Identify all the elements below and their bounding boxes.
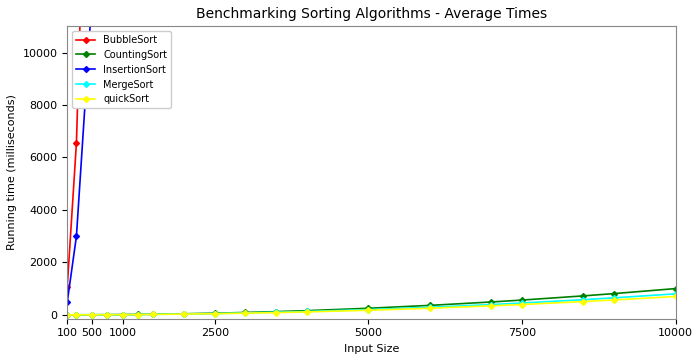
MergeSort xyxy=(671,292,680,296)
Line: BubbleSort: BubbleSort xyxy=(65,0,678,290)
Line: CountingSort: CountingSort xyxy=(65,287,678,317)
CountingSort xyxy=(241,310,250,315)
MergeSort xyxy=(149,312,158,317)
CountingSort xyxy=(302,308,311,313)
Legend: BubbleSort, CountingSort, InsertionSort, MergeSort, quickSort: BubbleSort, CountingSort, InsertionSort,… xyxy=(72,31,171,108)
CountingSort xyxy=(579,294,587,298)
MergeSort xyxy=(272,310,280,314)
MergeSort xyxy=(487,303,496,307)
MergeSort xyxy=(579,297,587,302)
MergeSort xyxy=(364,308,372,312)
MergeSort xyxy=(518,301,526,305)
CountingSort xyxy=(63,313,71,317)
quickSort xyxy=(211,312,219,316)
CountingSort xyxy=(671,286,680,291)
CountingSort xyxy=(118,312,127,317)
quickSort xyxy=(610,298,618,302)
CountingSort xyxy=(149,312,158,316)
quickSort xyxy=(579,299,587,304)
quickSort xyxy=(272,310,280,315)
CountingSort xyxy=(487,300,496,304)
quickSort xyxy=(63,313,71,317)
MergeSort xyxy=(211,311,219,316)
quickSort xyxy=(487,304,496,308)
MergeSort xyxy=(180,312,188,316)
Line: MergeSort: MergeSort xyxy=(65,292,678,317)
quickSort xyxy=(364,308,372,312)
CountingSort xyxy=(272,309,280,314)
MergeSort xyxy=(103,313,111,317)
MergeSort xyxy=(63,313,71,317)
CountingSort xyxy=(364,306,372,310)
MergeSort xyxy=(302,309,311,314)
MergeSort xyxy=(241,311,250,315)
CountingSort xyxy=(518,298,526,302)
MergeSort xyxy=(610,296,618,300)
Title: Benchmarking Sorting Algorithms - Average Times: Benchmarking Sorting Algorithms - Averag… xyxy=(196,7,547,21)
CountingSort xyxy=(134,312,142,317)
quickSort xyxy=(118,313,127,317)
BubbleSort xyxy=(63,285,71,290)
CountingSort xyxy=(610,291,618,296)
MergeSort xyxy=(134,312,142,317)
CountingSort xyxy=(72,313,80,317)
MergeSort xyxy=(426,305,434,309)
quickSort xyxy=(180,312,188,316)
InsertionSort xyxy=(72,234,80,238)
Y-axis label: Running time (milliseconds): Running time (milliseconds) xyxy=(7,95,17,251)
quickSort xyxy=(134,312,142,317)
MergeSort xyxy=(118,313,127,317)
BubbleSort xyxy=(72,140,80,145)
InsertionSort xyxy=(88,0,96,2)
quickSort xyxy=(671,294,680,299)
MergeSort xyxy=(88,313,96,317)
MergeSort xyxy=(72,313,80,317)
CountingSort xyxy=(180,312,188,316)
CountingSort xyxy=(211,311,219,316)
InsertionSort xyxy=(63,300,71,304)
Line: quickSort: quickSort xyxy=(65,294,678,317)
quickSort xyxy=(103,313,111,317)
quickSort xyxy=(72,313,80,317)
CountingSort xyxy=(88,313,96,317)
quickSort xyxy=(426,306,434,310)
quickSort xyxy=(241,311,250,316)
X-axis label: Input Size: Input Size xyxy=(344,344,399,354)
quickSort xyxy=(149,312,158,317)
quickSort xyxy=(518,303,526,307)
quickSort xyxy=(88,313,96,317)
Line: InsertionSort: InsertionSort xyxy=(65,0,678,304)
CountingSort xyxy=(103,313,111,317)
quickSort xyxy=(302,310,311,314)
CountingSort xyxy=(426,303,434,308)
